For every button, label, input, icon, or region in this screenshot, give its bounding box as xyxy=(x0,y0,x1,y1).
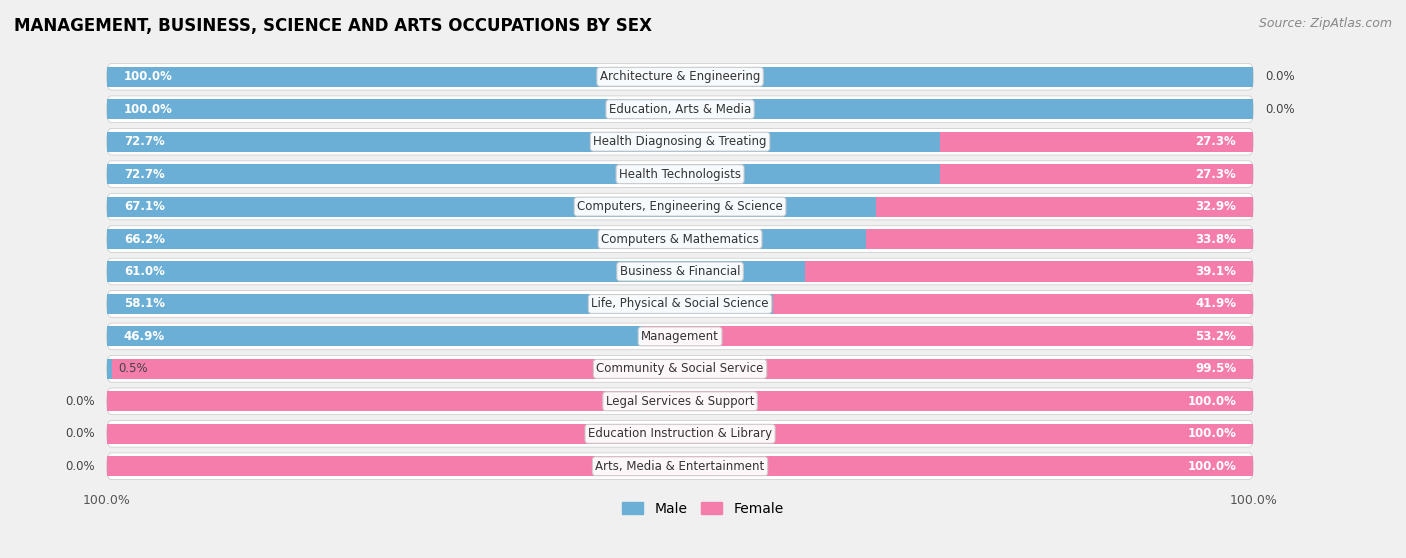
Text: Architecture & Engineering: Architecture & Engineering xyxy=(600,70,761,83)
Text: 72.7%: 72.7% xyxy=(124,167,165,181)
Text: 72.7%: 72.7% xyxy=(124,135,165,148)
Text: Business & Financial: Business & Financial xyxy=(620,265,741,278)
Text: Arts, Media & Entertainment: Arts, Media & Entertainment xyxy=(596,460,765,473)
FancyBboxPatch shape xyxy=(107,226,1254,252)
FancyBboxPatch shape xyxy=(107,355,1254,382)
FancyBboxPatch shape xyxy=(107,291,1254,318)
Bar xyxy=(866,229,1253,249)
Text: 0.0%: 0.0% xyxy=(66,395,96,408)
Text: MANAGEMENT, BUSINESS, SCIENCE AND ARTS OCCUPATIONS BY SEX: MANAGEMENT, BUSINESS, SCIENCE AND ARTS O… xyxy=(14,17,652,35)
Text: 53.2%: 53.2% xyxy=(1195,330,1236,343)
Text: 0.0%: 0.0% xyxy=(1265,70,1295,83)
Text: 46.9%: 46.9% xyxy=(124,330,165,343)
Text: 100.0%: 100.0% xyxy=(1187,395,1236,408)
Bar xyxy=(107,164,941,184)
Text: Management: Management xyxy=(641,330,718,343)
Text: 32.9%: 32.9% xyxy=(1195,200,1236,213)
Bar xyxy=(941,132,1253,152)
Bar xyxy=(107,326,644,347)
Text: 0.0%: 0.0% xyxy=(66,460,96,473)
Bar xyxy=(112,359,1253,379)
Text: 27.3%: 27.3% xyxy=(1195,167,1236,181)
FancyBboxPatch shape xyxy=(107,421,1254,447)
Bar xyxy=(107,67,1253,87)
Bar xyxy=(941,164,1253,184)
Text: Education Instruction & Library: Education Instruction & Library xyxy=(588,427,772,440)
Text: Life, Physical & Social Science: Life, Physical & Social Science xyxy=(592,297,769,310)
FancyBboxPatch shape xyxy=(107,193,1254,220)
Bar xyxy=(107,196,876,217)
Legend: Male, Female: Male, Female xyxy=(617,496,789,521)
Text: Health Technologists: Health Technologists xyxy=(619,167,741,181)
Bar xyxy=(644,326,1253,347)
Bar xyxy=(107,424,1253,444)
Text: Community & Social Service: Community & Social Service xyxy=(596,362,763,376)
Text: 27.3%: 27.3% xyxy=(1195,135,1236,148)
Text: 33.8%: 33.8% xyxy=(1195,233,1236,246)
FancyBboxPatch shape xyxy=(107,161,1254,187)
FancyBboxPatch shape xyxy=(107,388,1254,415)
Bar xyxy=(107,229,866,249)
FancyBboxPatch shape xyxy=(107,323,1254,350)
Bar xyxy=(876,196,1253,217)
Bar xyxy=(107,294,773,314)
Text: Health Diagnosing & Treating: Health Diagnosing & Treating xyxy=(593,135,766,148)
Text: 100.0%: 100.0% xyxy=(1187,427,1236,440)
Text: 39.1%: 39.1% xyxy=(1195,265,1236,278)
FancyBboxPatch shape xyxy=(107,258,1254,285)
Bar xyxy=(107,456,1253,477)
Text: 100.0%: 100.0% xyxy=(1187,460,1236,473)
Text: Legal Services & Support: Legal Services & Support xyxy=(606,395,754,408)
FancyBboxPatch shape xyxy=(107,96,1254,123)
FancyBboxPatch shape xyxy=(107,453,1254,479)
Text: 100.0%: 100.0% xyxy=(124,70,173,83)
Text: 61.0%: 61.0% xyxy=(124,265,165,278)
Text: 58.1%: 58.1% xyxy=(124,297,165,310)
Bar xyxy=(107,262,806,282)
Bar xyxy=(107,132,941,152)
Text: 0.5%: 0.5% xyxy=(118,362,148,376)
Bar xyxy=(107,391,1253,411)
Bar xyxy=(107,359,112,379)
Text: Computers, Engineering & Science: Computers, Engineering & Science xyxy=(578,200,783,213)
Text: 0.0%: 0.0% xyxy=(1265,103,1295,116)
FancyBboxPatch shape xyxy=(107,64,1254,90)
Text: Source: ZipAtlas.com: Source: ZipAtlas.com xyxy=(1258,17,1392,30)
Text: 100.0%: 100.0% xyxy=(124,103,173,116)
Text: 66.2%: 66.2% xyxy=(124,233,165,246)
Text: Computers & Mathematics: Computers & Mathematics xyxy=(602,233,759,246)
FancyBboxPatch shape xyxy=(107,128,1254,155)
Bar xyxy=(773,294,1253,314)
Text: 0.0%: 0.0% xyxy=(66,427,96,440)
Text: 41.9%: 41.9% xyxy=(1195,297,1236,310)
Text: 99.5%: 99.5% xyxy=(1195,362,1236,376)
Text: Education, Arts & Media: Education, Arts & Media xyxy=(609,103,751,116)
Bar xyxy=(806,262,1253,282)
Bar xyxy=(107,99,1253,119)
Text: 67.1%: 67.1% xyxy=(124,200,165,213)
